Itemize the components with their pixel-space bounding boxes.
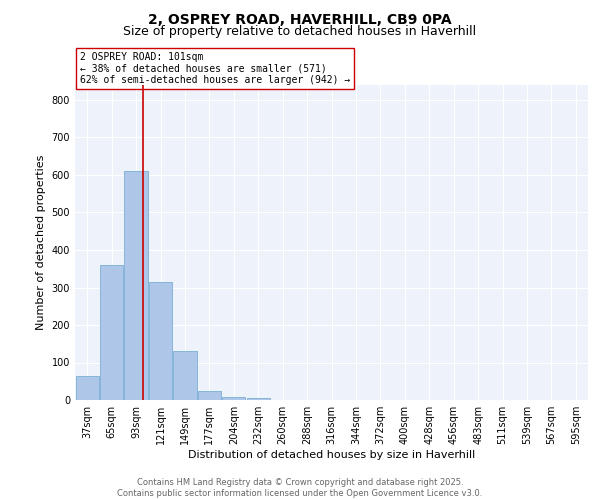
Bar bbox=[173, 351, 197, 400]
Bar bbox=[247, 398, 270, 400]
Bar bbox=[198, 390, 221, 400]
Bar bbox=[222, 397, 245, 400]
X-axis label: Distribution of detached houses by size in Haverhill: Distribution of detached houses by size … bbox=[188, 450, 475, 460]
Text: 2, OSPREY ROAD, HAVERHILL, CB9 0PA: 2, OSPREY ROAD, HAVERHILL, CB9 0PA bbox=[148, 12, 452, 26]
Bar bbox=[124, 171, 148, 400]
Bar bbox=[100, 265, 123, 400]
Text: Size of property relative to detached houses in Haverhill: Size of property relative to detached ho… bbox=[124, 25, 476, 38]
Text: Contains HM Land Registry data © Crown copyright and database right 2025.
Contai: Contains HM Land Registry data © Crown c… bbox=[118, 478, 482, 498]
Text: 2 OSPREY ROAD: 101sqm
← 38% of detached houses are smaller (571)
62% of semi-det: 2 OSPREY ROAD: 101sqm ← 38% of detached … bbox=[80, 52, 350, 85]
Bar bbox=[76, 376, 99, 400]
Bar bbox=[149, 282, 172, 400]
Y-axis label: Number of detached properties: Number of detached properties bbox=[36, 155, 46, 330]
